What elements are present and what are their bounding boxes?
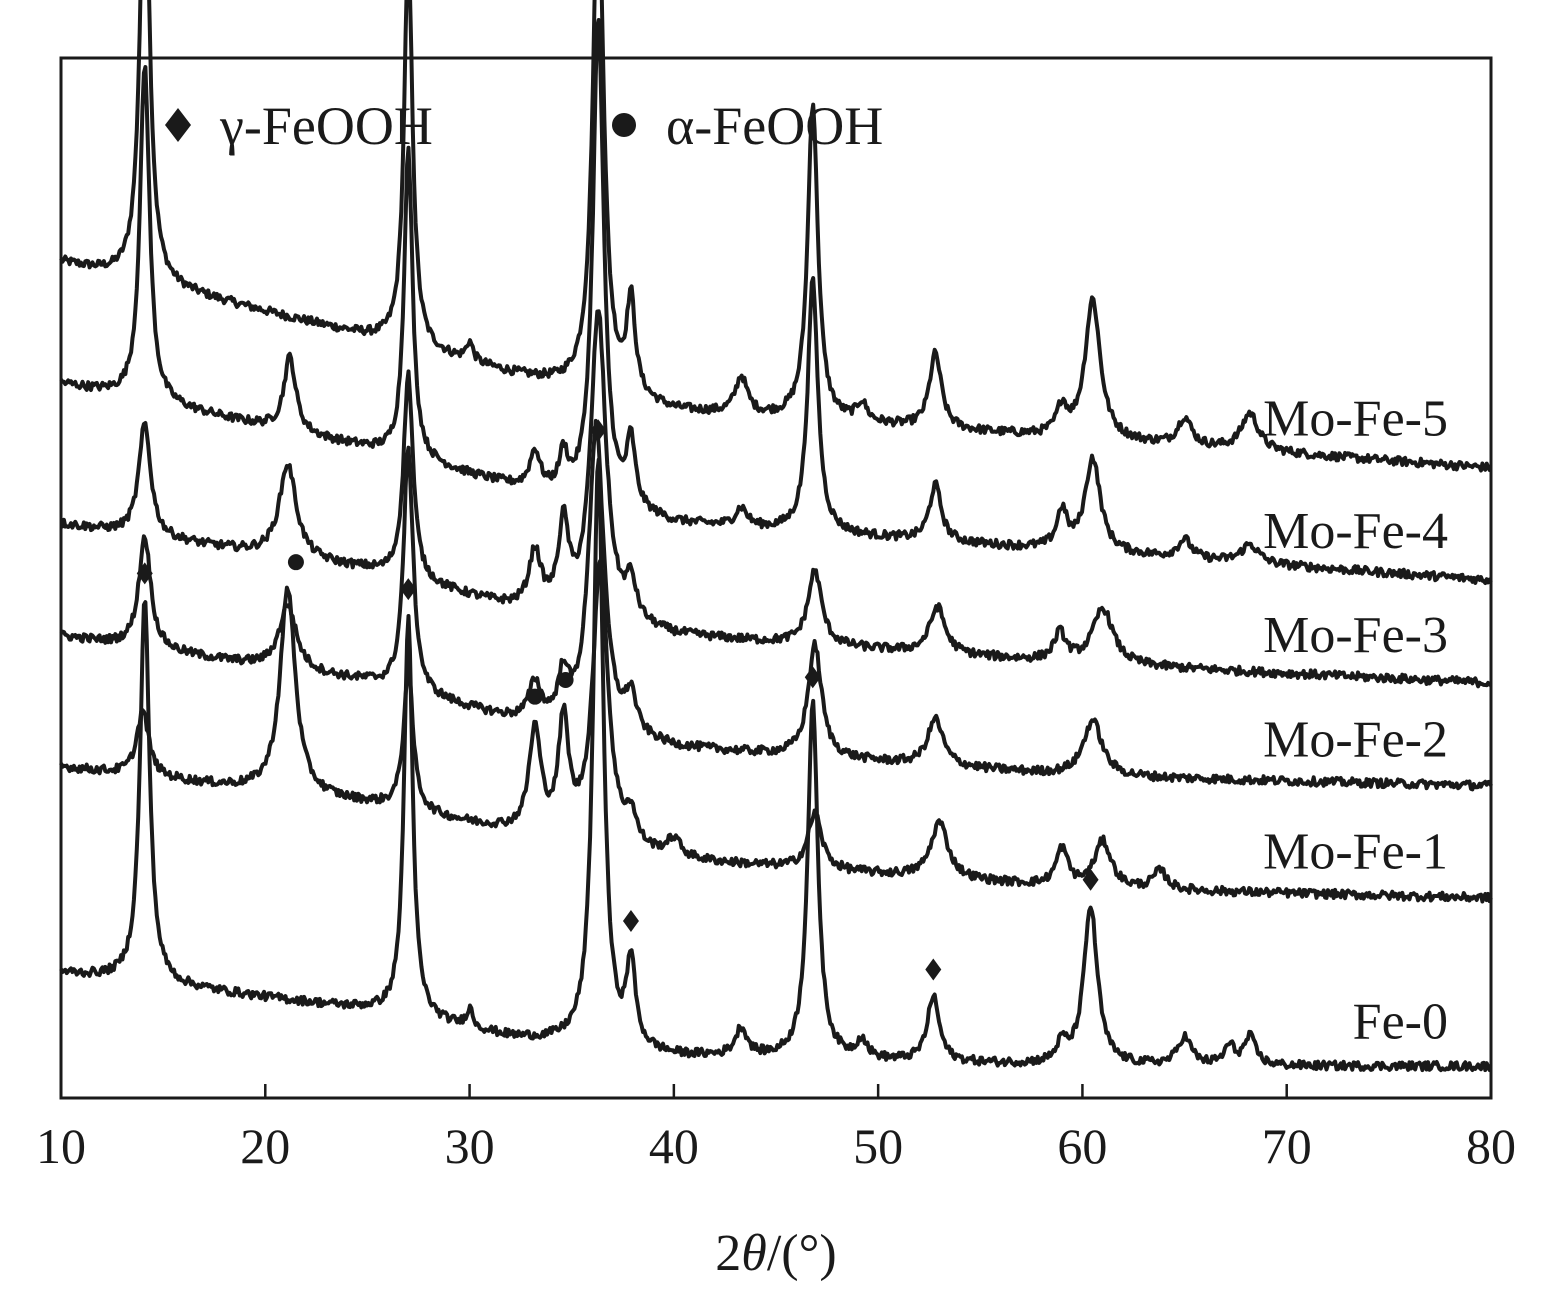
series-line-mo-fe-1 bbox=[59, 559, 1493, 904]
legend-label-circle: α-FeOOH bbox=[666, 96, 883, 156]
series-labels: Mo-Fe-5 Mo-Fe-4 Mo-Fe-3 Mo-Fe-2 Mo-Fe-1 Fe-0 bbox=[1263, 391, 1448, 1051]
x-tick-label-50: 50 bbox=[853, 1118, 903, 1174]
circle-marker-33-2 bbox=[526, 688, 543, 705]
x-tick-label-70: 70 bbox=[1262, 1118, 1312, 1174]
x-axis-title-symbol: θ bbox=[741, 1225, 767, 1282]
x-tick-label-60: 60 bbox=[1057, 1118, 1107, 1174]
traces bbox=[59, 0, 1493, 1073]
diamond-marker-60-4 bbox=[1082, 868, 1099, 891]
diamond-marker-52-7 bbox=[925, 958, 942, 981]
series-label-mo-fe-1: Mo-Fe-1 bbox=[1263, 824, 1448, 881]
x-axis-title-prefix: 2 bbox=[715, 1225, 741, 1282]
x-tick-label-80: 80 bbox=[1466, 1118, 1516, 1174]
series-label-mo-fe-4: Mo-Fe-4 bbox=[1263, 503, 1448, 560]
x-tick-label-20: 20 bbox=[240, 1118, 290, 1174]
diamond-marker-14-1 bbox=[136, 562, 153, 585]
diamond-marker-27 bbox=[400, 578, 417, 601]
series-line-mo-fe-5 bbox=[59, 0, 1493, 473]
legend-circle-icon bbox=[612, 113, 636, 137]
series-label-mo-fe-2: Mo-Fe-2 bbox=[1263, 711, 1448, 768]
series-label-fe-0: Fe-0 bbox=[1353, 993, 1448, 1050]
series-line-fe-0 bbox=[59, 457, 1493, 1073]
legend-label-diamond: γ-FeOOH bbox=[219, 96, 433, 156]
diamond-marker-37-9 bbox=[622, 909, 639, 932]
series-label-mo-fe-3: Mo-Fe-3 bbox=[1263, 607, 1448, 664]
legend: γ-FeOOH α-FeOOH bbox=[165, 96, 883, 156]
x-tick-label-30: 30 bbox=[445, 1118, 495, 1174]
circle-marker-21-5 bbox=[287, 554, 304, 571]
series-line-mo-fe-2 bbox=[59, 418, 1493, 792]
series-label-mo-fe-5: Mo-Fe-5 bbox=[1263, 391, 1448, 448]
x-axis: 10 20 30 40 50 60 70 80 bbox=[36, 1084, 1516, 1174]
series-line-mo-fe-4 bbox=[59, 18, 1493, 585]
x-tick-label-40: 40 bbox=[649, 1118, 699, 1174]
diamond-marker-36-3 bbox=[590, 419, 607, 442]
peak-annotations bbox=[136, 419, 1099, 981]
x-axis-title-suffix: /(°) bbox=[767, 1225, 837, 1282]
x-tick-label-10: 10 bbox=[36, 1118, 86, 1174]
circle-marker-34-7 bbox=[557, 672, 574, 689]
diamond-marker-46-8 bbox=[804, 666, 821, 689]
legend-diamond-icon bbox=[165, 108, 191, 142]
series-line-mo-fe-3 bbox=[59, 309, 1492, 689]
plot-frame bbox=[59, 56, 1493, 1100]
x-axis-title: 2θ/(°) bbox=[715, 1225, 836, 1282]
